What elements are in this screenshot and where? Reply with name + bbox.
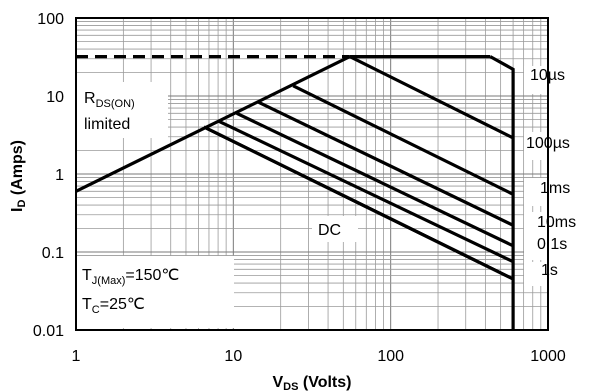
series-label-01s: 0.1s	[537, 236, 567, 253]
x-tick-label: 1000	[530, 348, 566, 365]
x-tick-label: 100	[377, 348, 404, 365]
y-tick-label: 10	[46, 89, 64, 106]
rds-annotation-bg	[76, 82, 168, 138]
curves	[75, 54, 515, 330]
conditions-bg	[76, 256, 234, 328]
series-line-01s	[217, 119, 514, 264]
plot-frame	[75, 17, 549, 331]
series-label-1ms: 1ms	[540, 180, 570, 197]
dc-label-bg	[312, 216, 358, 242]
x-axis-label: VDS (Volts)	[273, 374, 352, 392]
y-tick-label: 1	[55, 167, 64, 184]
axis-labels: VDS (Volts) ID (Amps)	[9, 140, 351, 392]
series-label-bg	[524, 178, 568, 206]
rds-on-label: RDS(ON)	[84, 90, 135, 110]
series-line-10ms	[236, 111, 514, 248]
dc-label: DC	[318, 222, 341, 239]
voltage-limit-line	[489, 55, 515, 330]
series-label-10ms: 10ms	[537, 214, 576, 231]
rds-limited-label: limited	[84, 116, 130, 133]
series-label-bg	[524, 66, 550, 94]
series-label-bg	[524, 262, 564, 286]
series-line-dc	[203, 125, 514, 281]
series-label-bg	[524, 212, 568, 238]
series-line-100s	[292, 84, 514, 196]
x-tick-label: 1	[72, 348, 81, 365]
tick-labels: 1 10 100 1000 0.01 0.1 1 10 100	[33, 11, 566, 365]
series-line-1ms	[258, 100, 514, 227]
tc-label: TC=25℃	[82, 296, 145, 316]
y-axis-label: ID (Amps)	[9, 140, 28, 212]
series-line-10s	[349, 55, 514, 140]
series-label-bg	[524, 132, 568, 160]
x-tick-label: 10	[224, 348, 242, 365]
labels: 10µs100µs1ms10ms0.1s1sRDS(ON)limitedDCTJ…	[76, 66, 576, 328]
rds-on-limit-line	[75, 55, 351, 193]
series-label-bg	[524, 236, 564, 260]
series-label-1s: 1s	[541, 262, 558, 279]
y-tick-label: 0.01	[33, 323, 64, 340]
y-tick-label: 100	[37, 11, 64, 28]
tj-max-label: TJ(Max)=150℃	[82, 267, 179, 287]
y-tick-label: 0.1	[42, 245, 64, 262]
